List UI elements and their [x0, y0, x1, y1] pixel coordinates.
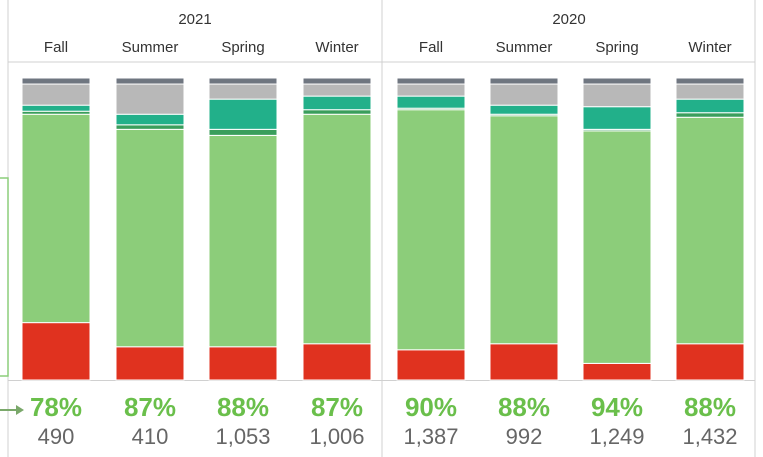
bar-segment	[208, 77, 278, 85]
bar-segment	[396, 83, 466, 97]
category-label: Fall	[419, 39, 443, 56]
bar-segment	[489, 77, 559, 85]
bar-segment	[115, 113, 185, 126]
group-label: 2021	[178, 11, 211, 28]
bar-segment	[489, 83, 559, 106]
bar-segment	[302, 109, 372, 115]
rate-label: 78%	[30, 392, 82, 422]
bar-segment	[675, 77, 745, 85]
category-label: Winter	[315, 39, 358, 56]
category-label: Spring	[595, 39, 638, 56]
bar-segment	[675, 116, 745, 345]
bar-segment	[302, 83, 372, 97]
count-label: 1,387	[403, 424, 458, 449]
rate-label: 87%	[311, 392, 363, 422]
count-label: 1,006	[309, 424, 364, 449]
bar-segment	[208, 134, 278, 348]
bar-segment	[115, 346, 185, 381]
bar-segment	[489, 115, 559, 345]
bar-segment	[489, 104, 559, 115]
rate-label: 88%	[498, 392, 550, 422]
category-label: Winter	[688, 39, 731, 56]
bar-segment	[21, 104, 91, 112]
bar-segment	[582, 77, 652, 85]
category-label: Summer	[496, 39, 553, 56]
count-label: 490	[38, 424, 75, 449]
bar-segment	[21, 77, 91, 85]
bar-segment	[302, 95, 372, 111]
category-label: Spring	[221, 39, 264, 56]
bar-segment	[582, 130, 652, 364]
category-label: Summer	[122, 39, 179, 56]
rate-label: 87%	[124, 392, 176, 422]
count-label: 410	[132, 424, 169, 449]
count-label: 1,249	[589, 424, 644, 449]
count-label: 1,432	[682, 424, 737, 449]
rate-label: 90%	[405, 392, 457, 422]
bar-segment	[396, 109, 466, 351]
bar-segment	[115, 83, 185, 115]
bar-segment	[675, 98, 745, 114]
bar-segment	[115, 128, 185, 348]
bar-segment	[21, 113, 91, 324]
bar-segment	[208, 128, 278, 136]
group-label: 2020	[552, 11, 585, 28]
bar-segment	[208, 98, 278, 130]
count-label: 992	[506, 424, 543, 449]
bar-segment	[396, 77, 466, 85]
count-label: 1,053	[215, 424, 270, 449]
rate-label: 88%	[217, 392, 269, 422]
bar-segment	[21, 83, 91, 106]
category-label: Fall	[44, 39, 68, 56]
bar-segment	[115, 77, 185, 85]
bar-segment	[302, 113, 372, 345]
callout-box	[0, 177, 9, 377]
rate-label: 88%	[684, 392, 736, 422]
bar-segment	[675, 112, 745, 118]
bar-segment	[21, 322, 91, 381]
bar-segment	[489, 343, 559, 381]
bar-segment	[396, 95, 466, 109]
rate-label: 94%	[591, 392, 643, 422]
bar-segment	[302, 77, 372, 85]
bar-segment	[302, 343, 372, 381]
bar-segment	[582, 106, 652, 130]
bar-segment	[582, 362, 652, 381]
bar-segment	[115, 124, 185, 130]
bar-segment	[675, 343, 745, 381]
callout-arrow	[0, 405, 24, 415]
bar-segment	[396, 349, 466, 381]
bar-segment	[582, 83, 652, 108]
bar-segment	[208, 83, 278, 100]
bar-segment	[208, 346, 278, 381]
bar-segment	[675, 83, 745, 100]
